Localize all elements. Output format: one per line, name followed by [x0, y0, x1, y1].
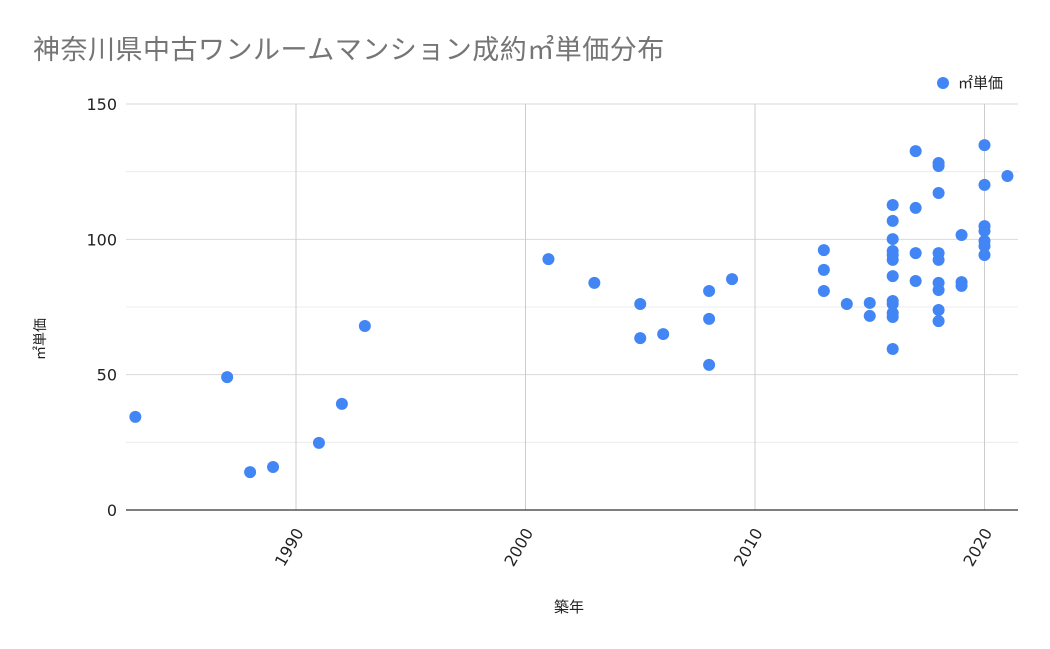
data-point [978, 224, 991, 237]
x-tick-label: 2020 [959, 525, 996, 570]
data-point [634, 332, 647, 345]
data-point [817, 263, 830, 276]
data-point [932, 303, 945, 316]
x-axis-ticks: 1990 2000 2010 2020 [271, 525, 996, 570]
data-point [886, 298, 899, 311]
data-point [863, 309, 876, 322]
data-point [634, 298, 647, 311]
data-point [909, 145, 922, 158]
data-point [978, 249, 991, 262]
data-point [886, 198, 899, 211]
data-point [221, 371, 234, 384]
data-point [863, 296, 876, 309]
data-point [657, 328, 670, 341]
legend-marker-icon [937, 76, 949, 89]
data-point [886, 342, 899, 355]
legend: ㎡単価 [937, 72, 1003, 93]
x-tick-label: 2000 [500, 525, 537, 570]
data-point [267, 460, 280, 473]
data-point [886, 311, 899, 324]
y-axis-ticks: 0 50 100 150 [86, 95, 117, 520]
x-tick-label: 2010 [730, 525, 767, 570]
data-point [703, 358, 716, 371]
y-tick-label: 150 [86, 95, 117, 114]
data-point [932, 283, 945, 296]
data-point [886, 214, 899, 227]
y-tick-label: 100 [86, 230, 117, 249]
data-point [312, 436, 325, 449]
data-point [932, 253, 945, 266]
legend-label: ㎡単価 [958, 74, 1004, 92]
data-point [588, 276, 601, 289]
data-point [840, 298, 853, 311]
data-point [335, 397, 348, 410]
chart-title: 神奈川県中古ワンルームマンション成約㎡単価分布 [33, 35, 665, 66]
data-points [129, 139, 1014, 479]
data-point [932, 187, 945, 200]
data-point [703, 285, 716, 298]
data-point [932, 159, 945, 172]
data-point [817, 285, 830, 298]
data-point [244, 466, 257, 479]
x-tick-label: 1990 [271, 525, 308, 570]
data-point [955, 229, 968, 242]
data-point [978, 240, 991, 253]
data-point [978, 139, 991, 152]
y-tick-label: 50 [97, 366, 117, 385]
y-tick-label: 0 [107, 501, 117, 520]
gridlines [126, 103, 1018, 511]
data-point [726, 273, 739, 286]
data-point [1001, 169, 1014, 182]
data-point [955, 279, 968, 292]
data-point [978, 178, 991, 191]
data-point [703, 312, 716, 325]
data-point [932, 315, 945, 328]
data-point [886, 270, 899, 283]
data-point [886, 253, 899, 266]
x-axis-title: 築年 [554, 598, 585, 616]
data-point [909, 275, 922, 288]
data-point [129, 410, 142, 423]
data-point [542, 253, 555, 266]
data-point [909, 247, 922, 260]
data-point [358, 319, 371, 332]
data-point [909, 201, 922, 214]
data-point [886, 233, 899, 246]
data-point [817, 244, 830, 257]
